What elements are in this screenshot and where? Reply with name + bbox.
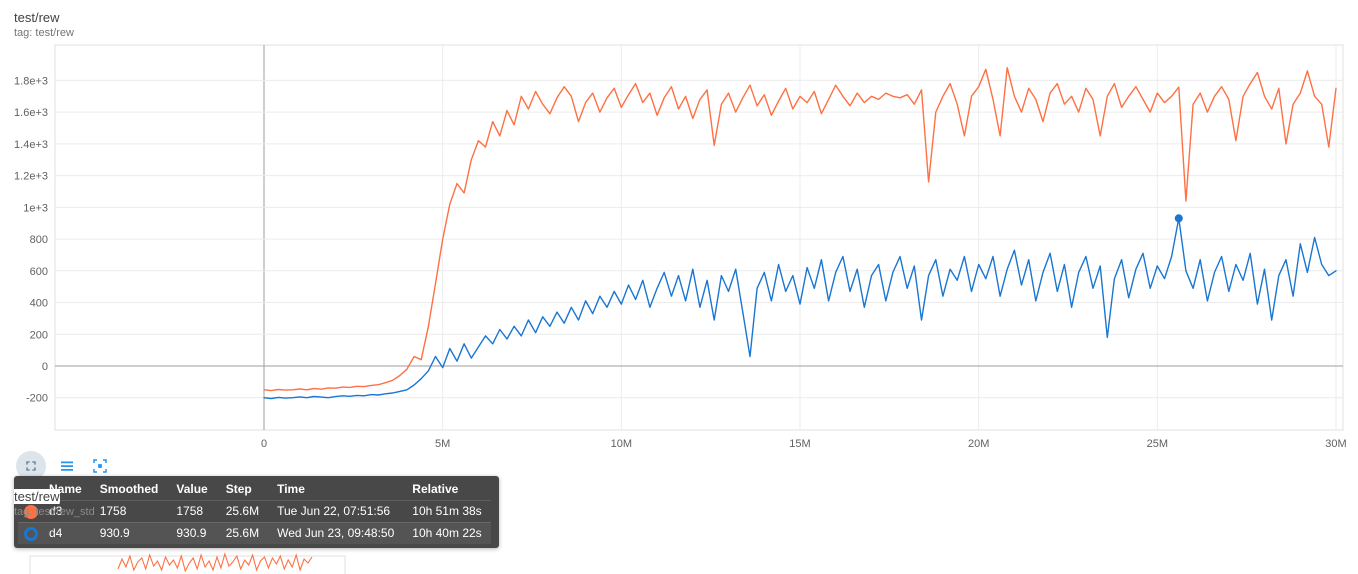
chart-tag-std: tag: test/rew_std: [14, 506, 95, 518]
fit-domain-button[interactable]: [88, 454, 112, 478]
col-smoothed: Smoothed: [99, 482, 159, 496]
data-lines-button[interactable]: [55, 454, 79, 478]
run-name: d3: [49, 504, 63, 519]
plot-border-std: [29, 555, 346, 574]
series-line-std-d3[interactable]: [117, 552, 313, 573]
col-step: Step: [225, 482, 252, 496]
run-step: 25.6M: [225, 504, 260, 519]
x-tick-label: 0: [261, 438, 267, 450]
y-tick-label: 0: [42, 361, 48, 373]
x-tick-label: 25M: [1147, 438, 1168, 450]
col-value: Value: [176, 482, 208, 496]
fit-domain-icon: [93, 459, 107, 473]
tooltip-table: Name Smoothed Value Step Time Relative d…: [18, 478, 491, 544]
y-tick-label: 800: [30, 234, 48, 246]
y-tick-label: 1.8e+3: [14, 75, 48, 87]
chart-title-std: test/rew_std: [14, 489, 60, 504]
tooltip-row-d3: d3 1758 1758 25.6M Tue Jun 22, 07:51:56 …: [18, 500, 491, 523]
x-tick-label: 15M: [789, 438, 810, 450]
y-tick-label: 200: [30, 329, 48, 341]
chart-title: test/rew: [14, 10, 60, 25]
reward-line-chart[interactable]: 0 5M 10M 15M 20M 25M 30M 1.8e+3 1.6e+3 1.4e+3 1.2e…: [0, 38, 1358, 450]
series-line-d4[interactable]: [263, 217, 1337, 400]
tooltip-row-d4: d4 930.9 930.9 25.6M Wed Jun 23, 09:48:5…: [18, 522, 491, 544]
x-tick-label: 30M: [1325, 438, 1346, 450]
y-tick-label: 1.4e+3: [14, 139, 48, 151]
run-relative: 10h 40m 22s: [412, 526, 482, 541]
reward-std-line-chart[interactable]: [0, 540, 1358, 574]
y-tick-label: -200: [26, 393, 48, 405]
plot-border: [54, 44, 1344, 431]
col-relative: Relative: [412, 482, 459, 496]
data-lines-icon: [61, 461, 73, 471]
run-value: 1758: [176, 504, 204, 519]
chart-tooltip: Name Smoothed Value Step Time Relative d…: [14, 476, 499, 548]
run-step: 25.6M: [225, 526, 260, 541]
run-value: 930.9: [176, 526, 207, 541]
series-line-d3[interactable]: [263, 67, 1337, 392]
run-smoothed: 930.9: [99, 526, 130, 541]
y-tick-label: 1.2e+3: [14, 171, 48, 183]
run-time: Tue Jun 22, 07:51:56: [277, 504, 391, 519]
x-tick-label: 10M: [611, 438, 632, 450]
chart-card-header: test/rew tag: test/rew: [14, 10, 74, 39]
hovered-data-point[interactable]: [1174, 214, 1183, 223]
chart-card-header-std: test/rew_std tag: test/rew_std: [14, 489, 142, 518]
run-color-swatch-d3: [24, 504, 38, 519]
run-time: Wed Jun 23, 09:48:50: [277, 526, 395, 541]
run-smoothed: 1758: [99, 504, 127, 519]
run-name: d4: [49, 526, 63, 541]
run-color-swatch-d4: [24, 526, 38, 541]
y-tick-label: 600: [30, 266, 48, 278]
y-tick-label: 1e+3: [23, 202, 48, 214]
run-relative: 10h 51m 38s: [412, 504, 482, 519]
y-tick-label: 400: [30, 298, 48, 310]
expand-chart-icon: [26, 461, 36, 471]
tooltip-header-row: Name Smoothed Value Step Time Relative: [18, 478, 491, 501]
x-tick-label: 20M: [968, 438, 989, 450]
y-tick-label: 1.6e+3: [14, 107, 48, 119]
chart-tag: tag: test/rew: [14, 27, 74, 39]
x-tick-label: 5M: [435, 438, 450, 450]
col-time: Time: [277, 482, 305, 496]
